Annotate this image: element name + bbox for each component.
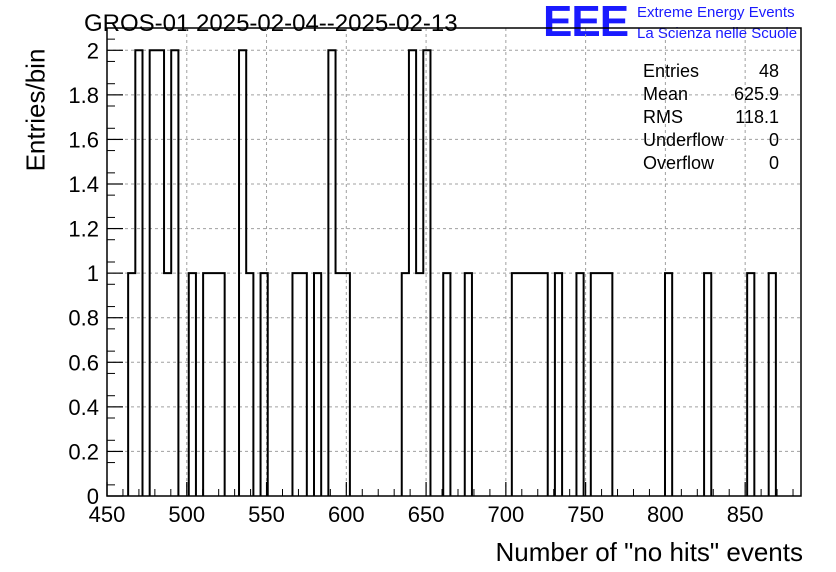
y-tick-label: 0.4 — [68, 395, 99, 420]
histogram-bin — [402, 273, 409, 496]
y-tick-labels: 0 0.2 0.4 0.6 0.8 1 1.2 1.4 1.6 1.8 2 — [68, 38, 99, 509]
y-tick-label: 0.6 — [68, 350, 99, 375]
stat-label: Mean — [643, 84, 689, 104]
histogram-bin — [189, 273, 196, 496]
histogram-bin — [128, 273, 135, 496]
y-tick-label: 1.2 — [68, 217, 99, 242]
y-tick-label: 1.4 — [68, 172, 99, 197]
stat-value: 0 — [768, 153, 779, 173]
x-tick-label: 650 — [408, 502, 445, 527]
histogram-bin — [300, 273, 307, 496]
histogram-bin — [747, 273, 754, 496]
histogram-bin — [526, 273, 533, 496]
x-tick-label: 750 — [567, 502, 604, 527]
y-tick-label: 0.2 — [68, 439, 99, 464]
histogram-bin — [512, 273, 519, 496]
x-tick-labels: 450 500 550 600 650 700 750 800 850 — [89, 502, 764, 527]
histogram-bin — [519, 273, 526, 496]
histogram-bin — [246, 273, 253, 496]
axis-ticks — [106, 38, 794, 497]
histogram-bin — [292, 273, 299, 496]
histogram-bin — [591, 273, 598, 496]
histogram-bin — [605, 273, 612, 496]
histogram-bin — [704, 273, 711, 496]
histogram-bin — [164, 273, 171, 496]
stat-value: 118.1 — [735, 107, 779, 127]
stat-value: 625.9 — [733, 84, 779, 104]
logo-caption-line1: Extreme Energy Events — [637, 4, 795, 21]
y-tick-label: 1.6 — [68, 127, 99, 152]
histogram-bin — [533, 273, 540, 496]
stat-row-underflow: Underflow 0 — [643, 129, 779, 152]
histogram-outline — [127, 49, 777, 496]
stat-value: 0 — [768, 130, 779, 150]
histogram-bin — [598, 273, 605, 496]
histogram-bin — [210, 273, 217, 496]
histogram-bin — [555, 273, 562, 496]
y-tick-label: 0 — [87, 484, 99, 509]
stat-label: Underflow — [643, 130, 725, 150]
x-tick-label: 800 — [647, 502, 684, 527]
stat-row-rms: RMS 118.1 — [643, 106, 779, 129]
histogram-bin — [541, 273, 548, 496]
stat-row-overflow: Overflow 0 — [643, 152, 779, 175]
histogram-bin — [576, 273, 583, 496]
logo-caption-line2: La Scienza nelle Scuole — [637, 25, 798, 42]
stat-row-mean: Mean 625.9 — [643, 83, 779, 106]
x-tick-label: 500 — [168, 502, 205, 527]
histogram-bin — [203, 273, 210, 496]
x-tick-label: 450 — [89, 502, 126, 527]
stat-label: RMS — [643, 107, 683, 127]
histogram-bin — [465, 273, 472, 496]
histogram-bin — [217, 273, 224, 496]
x-tick-label: 850 — [727, 502, 764, 527]
x-tick-label: 700 — [487, 502, 524, 527]
histogram-bin — [769, 273, 776, 496]
y-tick-label: 1.8 — [68, 83, 99, 108]
x-axis-label: Number of "no hits" events — [495, 537, 804, 567]
histogram-bin — [314, 273, 321, 496]
chart-title: GROS-01 2025-02-04--2025-02-13 — [84, 10, 458, 37]
histogram-bin — [336, 273, 343, 496]
stats-box: Entries 48 Mean 625.9 RMS 118.1 Underflo… — [643, 60, 779, 175]
histogram-bin — [416, 273, 423, 496]
y-tick-label: 0.8 — [68, 306, 99, 331]
y-tick-label: 2 — [87, 38, 99, 63]
histogram-bin — [443, 273, 450, 496]
stat-label: Overflow — [643, 153, 715, 173]
stat-row-entries: Entries 48 — [643, 60, 779, 83]
y-tick-label: 1 — [87, 261, 99, 286]
x-tick-label: 550 — [248, 502, 285, 527]
x-tick-label: 600 — [328, 502, 365, 527]
histogram-bin — [665, 273, 672, 496]
stat-value: 48 — [758, 61, 779, 81]
stat-label: Entries — [643, 61, 700, 81]
